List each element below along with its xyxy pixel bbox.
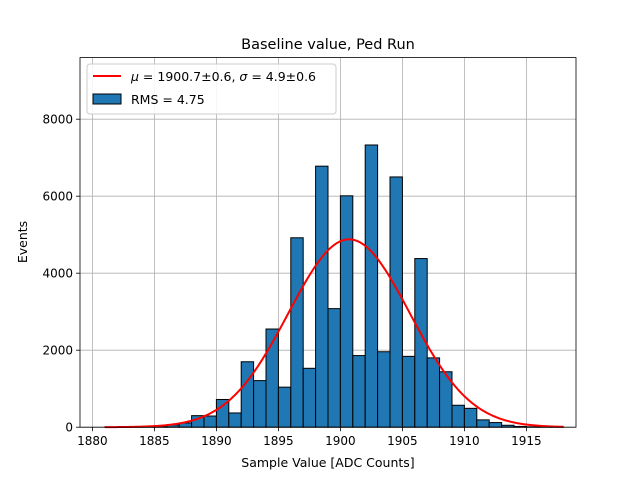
- histogram-bar: [327, 308, 341, 428]
- histogram-bar: [401, 355, 416, 428]
- legend-histogram-label: RMS = 4.75: [131, 92, 205, 107]
- legend-histogram-swatch: [92, 93, 122, 105]
- x-tick-label: 1880: [77, 434, 108, 448]
- histogram-bar: [476, 419, 490, 428]
- gaussian-fit-curve: [104, 238, 564, 429]
- histogram-bar: [315, 165, 329, 428]
- y-tick-label: 6000: [42, 190, 73, 204]
- y-tick-label: 4000: [42, 267, 73, 281]
- histogram-bar: [352, 355, 366, 428]
- y-tick-label: 8000: [42, 113, 73, 127]
- x-tick-label: 1905: [387, 434, 418, 448]
- histogram-bar: [426, 357, 441, 428]
- histogram-bar: [488, 422, 503, 428]
- plot-frame: [79, 57, 577, 428]
- x-axis-ticks: 1880 1885 1890 1895 1900 1905 1910 1915: [77, 427, 542, 448]
- y-axis-ticks: 0 2000 4000 6000 8000: [42, 113, 80, 435]
- x-tick-label: 1885: [139, 434, 170, 448]
- x-tick-label: 1890: [201, 434, 232, 448]
- histogram-bar: [228, 412, 242, 428]
- histogram-bar: [203, 415, 217, 428]
- legend: μ = 1900.7±0.6, σ = 4.9±0.6 RMS = 4.75: [86, 63, 337, 115]
- histogram-bar: [389, 176, 403, 428]
- chart-title: Baseline value, Ped Run: [241, 37, 415, 53]
- histogram-bar: [463, 407, 478, 428]
- x-tick-label: 1900: [325, 434, 356, 448]
- histogram-bar: [339, 195, 354, 428]
- histogram-bar: [302, 367, 317, 428]
- x-tick-label: 1915: [511, 434, 542, 448]
- histogram-bar: [364, 144, 379, 428]
- y-tick-label: 0: [65, 421, 73, 435]
- x-axis-label: Sample Value [ADC Counts]: [241, 455, 414, 470]
- y-tick-label: 2000: [42, 344, 73, 358]
- legend-box: [86, 63, 337, 115]
- histogram-bar: [215, 398, 230, 428]
- legend-fit-label: μ = 1900.7±0.6, σ = 4.9±0.6: [130, 69, 316, 84]
- histogram-bar: [240, 361, 255, 428]
- histogram-bar: [377, 351, 391, 428]
- histogram-bar: [277, 386, 292, 428]
- histogram-bar: [290, 237, 304, 428]
- y-axis-label: Events: [15, 221, 30, 263]
- x-tick-label: 1910: [449, 434, 480, 448]
- histogram-bar: [253, 380, 267, 428]
- histogram-bar: [451, 404, 465, 428]
- x-tick-label: 1895: [263, 434, 294, 448]
